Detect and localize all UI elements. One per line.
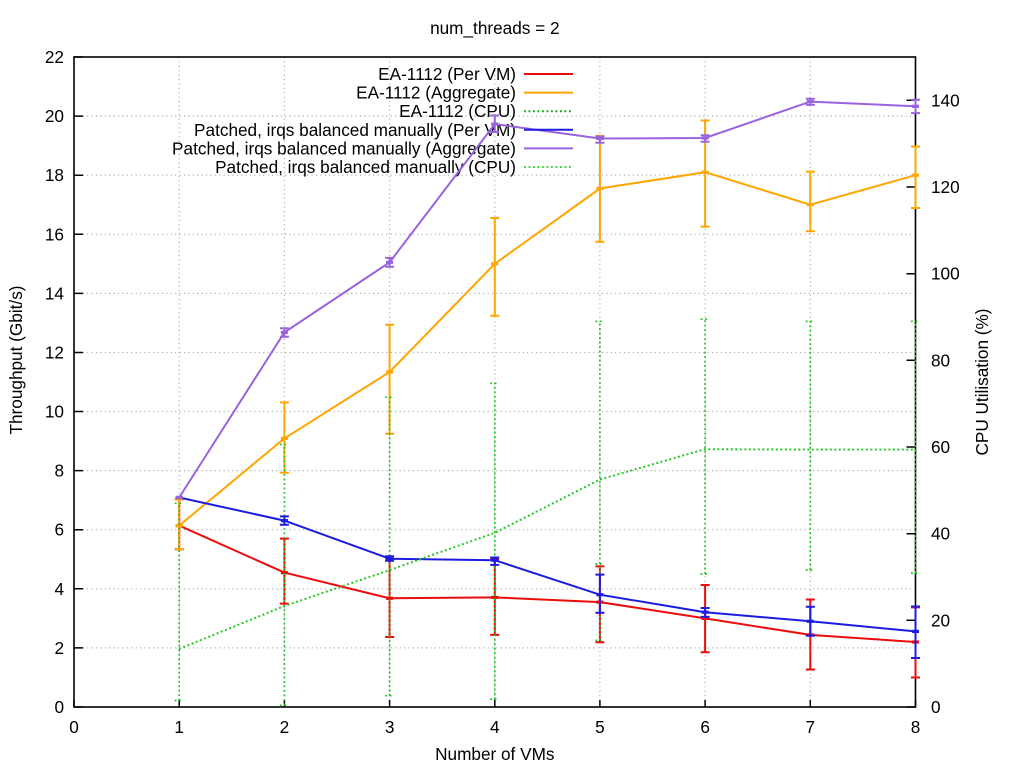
svg-text:120: 120: [931, 177, 960, 197]
svg-text:0: 0: [54, 697, 64, 717]
svg-text:Patched, irqs balanced manuall: Patched, irqs balanced manually (CPU): [215, 157, 516, 177]
svg-text:8: 8: [54, 461, 64, 481]
svg-text:80: 80: [931, 350, 950, 370]
svg-text:2: 2: [280, 717, 290, 737]
svg-text:140: 140: [931, 90, 960, 110]
svg-text:Patched, irqs balanced manuall: Patched, irqs balanced manually (Aggrega…: [172, 138, 516, 158]
svg-text:12: 12: [45, 343, 64, 363]
svg-text:22: 22: [45, 47, 64, 67]
svg-text:8: 8: [911, 717, 921, 737]
svg-text:2: 2: [54, 638, 64, 658]
svg-text:40: 40: [931, 524, 950, 544]
svg-text:10: 10: [45, 402, 64, 422]
svg-text:Number of VMs: Number of VMs: [435, 744, 554, 764]
svg-text:18: 18: [45, 165, 64, 185]
svg-text:20: 20: [931, 610, 950, 630]
svg-text:4: 4: [54, 579, 64, 599]
svg-text:CPU Utilisation (%): CPU Utilisation (%): [972, 308, 992, 455]
svg-text:6: 6: [54, 520, 64, 540]
svg-text:0: 0: [69, 717, 79, 737]
svg-text:EA-1112 (CPU): EA-1112 (CPU): [399, 101, 516, 121]
svg-text:5: 5: [595, 717, 605, 737]
svg-text:EA-1112 (Aggregate): EA-1112 (Aggregate): [356, 83, 516, 103]
svg-text:3: 3: [385, 717, 395, 737]
svg-text:EA-1112 (Per VM): EA-1112 (Per VM): [378, 64, 516, 84]
svg-text:Patched, irqs balanced manuall: Patched, irqs balanced manually (Per VM): [194, 120, 516, 140]
svg-text:20: 20: [45, 106, 64, 126]
svg-text:14: 14: [45, 283, 65, 303]
svg-text:Throughput (Gbit/s): Throughput (Gbit/s): [6, 285, 26, 434]
svg-text:7: 7: [806, 717, 816, 737]
svg-text:0: 0: [931, 697, 941, 717]
svg-text:1: 1: [174, 717, 184, 737]
svg-text:4: 4: [490, 717, 500, 737]
svg-text:16: 16: [45, 224, 64, 244]
svg-text:60: 60: [931, 437, 950, 457]
svg-text:6: 6: [700, 717, 710, 737]
svg-text:100: 100: [931, 264, 960, 284]
svg-text:num_threads = 2: num_threads = 2: [430, 18, 559, 38]
